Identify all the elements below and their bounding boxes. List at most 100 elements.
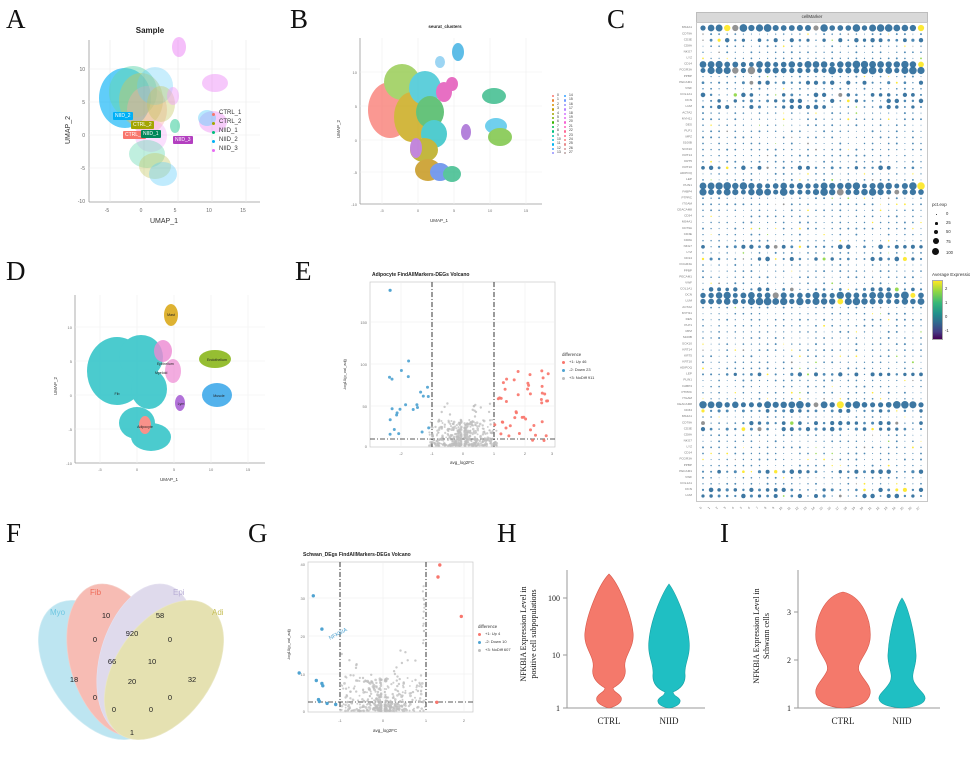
svg-text:LYZ: LYZ <box>687 445 693 449</box>
svg-text:KRT5: KRT5 <box>684 353 692 357</box>
panel-b-legend-label: 24 <box>569 136 573 141</box>
panel-c-dotplot <box>696 22 928 502</box>
legend-swatch-icon <box>564 103 567 107</box>
svg-text:23: 23 <box>883 506 888 511</box>
svg-text:CD79A: CD79A <box>682 420 693 424</box>
panel-g-legend-label: -2: Down 10 <box>485 639 507 644</box>
panel-e-legend-label: +1: Up 46 <box>569 359 587 364</box>
svg-text:50: 50 <box>363 404 368 409</box>
panel-c-size-legend-title: pct.exp <box>932 202 947 207</box>
panel-b-legend-label: 23 <box>569 132 573 137</box>
panel-a-legend-label: CTRL_2 <box>219 119 242 125</box>
dot-size-icon <box>935 222 938 225</box>
panel-d-xlabel: UMAP_1 <box>160 477 179 482</box>
svg-text:FCGR3A: FCGR3A <box>679 457 692 461</box>
panel-g-legend-label: +1: Up 4 <box>485 631 501 636</box>
legend-swatch-icon <box>564 143 567 146</box>
panel-label-d: D <box>6 256 26 286</box>
legend-swatch-icon <box>212 140 215 143</box>
panel-h: 100 10 1 CTRL NIID NFKBIA Expression Lev… <box>505 556 720 756</box>
svg-text:FCGR3A: FCGR3A <box>679 68 692 72</box>
panel-e: Adipocyte FindAllMarkers-DEGs Volcano -2… <box>330 272 610 497</box>
svg-text:MYH11: MYH11 <box>682 311 692 315</box>
panel-i-xtick-ctrl: CTRL <box>831 716 854 726</box>
panel-d-ylabel: UMAP_2 <box>53 376 58 395</box>
legend-swatch-icon <box>552 99 555 102</box>
svg-text:5: 5 <box>355 104 358 109</box>
panel-c-gene-label-svg: MS4A1 CD79A CD3E CD8A NKG7 LYZ CD14 FCGR3A PPBP P… <box>677 25 693 497</box>
svg-text:LUM: LUM <box>685 104 692 108</box>
size-legend-label: 25 <box>946 220 951 225</box>
panel-e-legend-label: +3: NoDiff 911 <box>569 375 595 380</box>
svg-text:3: 3 <box>723 506 727 510</box>
color-legend-tick: 2 <box>945 286 948 291</box>
svg-text:VWF: VWF <box>685 86 692 90</box>
legend-swatch-icon <box>212 131 215 134</box>
panel-a-inline-label-ctrl2: CTRL_2 <box>131 121 154 129</box>
panel-b-legend: 0 1 2 3 4 5 6 7 8 9 10 11 12 13 14 15 16… <box>552 93 573 155</box>
svg-text:VWF: VWF <box>685 475 692 479</box>
svg-text:10: 10 <box>488 208 493 213</box>
venn-count-myo-only: 18 <box>70 675 78 684</box>
panel-b-plot: -5 0 5 10 15 10 5 0 -5 -10 <box>351 38 542 213</box>
venn-count-myo-fib: 0 <box>93 635 97 644</box>
svg-text:CD14: CD14 <box>684 256 692 260</box>
svg-text:CD3E: CD3E <box>684 37 692 41</box>
panel-b-legend-label: 19 <box>569 114 573 119</box>
svg-text:PLP1: PLP1 <box>684 323 692 327</box>
legend-swatch-icon <box>564 99 567 102</box>
panel-g-legend-item: -2: Down 10 <box>478 639 507 647</box>
svg-text:NKG7: NKG7 <box>684 50 693 54</box>
svg-text:0: 0 <box>70 393 73 398</box>
svg-text:20: 20 <box>859 506 864 511</box>
color-ramp-icon <box>932 280 943 340</box>
svg-text:PECAM1: PECAM1 <box>679 80 692 84</box>
legend-swatch-icon <box>552 138 555 142</box>
svg-text:0: 0 <box>365 444 368 449</box>
panel-b-legend-label: 16 <box>569 101 573 106</box>
svg-text:-5: -5 <box>81 166 86 172</box>
panel-d-label-fib: Fib <box>115 392 120 396</box>
svg-text:CD8A: CD8A <box>684 43 693 47</box>
svg-text:5: 5 <box>739 506 743 510</box>
legend-swatch-icon <box>564 116 567 120</box>
svg-text:0: 0 <box>382 718 385 723</box>
svg-text:LEP: LEP <box>686 372 692 376</box>
svg-text:CD79A: CD79A <box>682 226 693 230</box>
venn-count-all-four: 20 <box>128 677 136 686</box>
dot-size-icon <box>936 214 938 216</box>
svg-text:NKG7: NKG7 <box>684 244 693 248</box>
svg-text:25: 25 <box>899 506 904 511</box>
venn-count-epi-adi: 0 <box>168 635 172 644</box>
legend-swatch-icon <box>552 125 555 129</box>
legend-swatch-icon <box>564 112 567 115</box>
svg-text:-5: -5 <box>98 467 102 472</box>
panel-b-legend-label: 21 <box>569 123 573 128</box>
panel-i-ylabel-line2: Schwann cells <box>762 613 771 659</box>
svg-text:10: 10 <box>353 70 358 75</box>
panel-c-color-legend-title: Average Expression <box>932 272 970 277</box>
panel-c-size-legend: pct.exp 0 25 50 75 100 <box>932 202 953 258</box>
panel-label-a: A <box>6 4 26 34</box>
legend-swatch-icon <box>212 122 215 125</box>
panel-label-c: C <box>607 4 626 34</box>
panel-e-xlabel: avg_log2FC <box>450 460 475 465</box>
panel-g-legend-title: difference <box>478 624 498 629</box>
panel-b-legend-label: 4 <box>557 110 559 115</box>
panel-c-strip-title: cellMarker <box>801 14 823 19</box>
legend-swatch-icon <box>552 112 555 115</box>
svg-text:PLIN1: PLIN1 <box>683 378 692 382</box>
panel-g-legend-item: +1: Up 4 <box>478 631 501 639</box>
svg-text:10: 10 <box>206 208 212 214</box>
venn-set-label-myo: Myo <box>50 608 66 617</box>
venn-count-myo-epi: 66 <box>108 657 116 666</box>
svg-text:PPBP: PPBP <box>684 74 692 78</box>
legend-swatch-icon <box>562 361 565 364</box>
svg-text:CD3E: CD3E <box>684 426 692 430</box>
panel-a-plot: -5 0 5 10 15 10 5 0 -5 -10 <box>78 37 260 214</box>
panel-e-legend-title: difference <box>562 352 582 357</box>
svg-text:30: 30 <box>301 596 306 601</box>
panel-b-legend-label: 26 <box>569 145 573 150</box>
svg-text:-10: -10 <box>66 461 73 466</box>
panel-h-ytick: 10 <box>552 651 560 660</box>
